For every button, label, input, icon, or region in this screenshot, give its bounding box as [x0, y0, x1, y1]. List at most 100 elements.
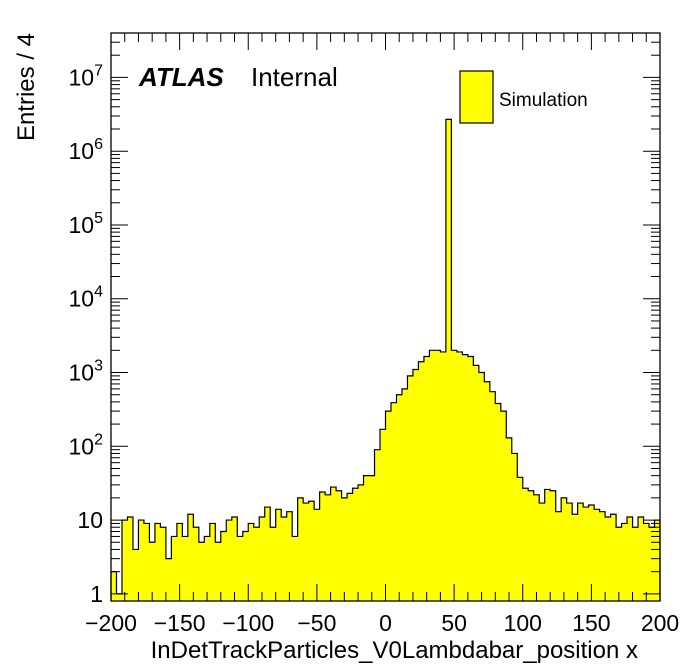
- histogram-outline: [110, 118, 661, 601]
- histogram-bin: [215, 542, 222, 601]
- histogram-bin: [451, 350, 458, 601]
- histogram-bin: [275, 509, 282, 601]
- histogram-bin: [363, 475, 370, 601]
- histogram-bin: [165, 558, 172, 601]
- y-tick-label: 103: [69, 358, 104, 386]
- x-tick-label: −50: [297, 610, 336, 636]
- histogram-bin: [308, 501, 315, 601]
- histogram-bin: [242, 531, 249, 601]
- histogram-bin: [143, 523, 150, 601]
- histogram-bin: [588, 505, 595, 601]
- histogram-bars: [110, 118, 661, 602]
- x-tick-label: −100: [222, 610, 274, 636]
- histogram-bin: [610, 514, 617, 601]
- histogram-bin: [149, 542, 156, 601]
- histogram-bin: [319, 492, 326, 601]
- histogram-bin: [550, 490, 557, 601]
- histogram-bin: [369, 475, 375, 601]
- histogram-bin: [121, 520, 128, 601]
- histogram-bin: [176, 523, 183, 601]
- histogram-bin: [292, 536, 299, 601]
- histogram-bin: [528, 490, 535, 601]
- histogram-bin: [654, 520, 661, 601]
- histogram-bin: [643, 523, 650, 601]
- histogram-bin: [264, 507, 271, 601]
- histogram-bin: [385, 411, 392, 601]
- histogram-bin: [248, 523, 255, 601]
- histogram-bin: [407, 375, 414, 601]
- histogram-bin: [336, 490, 342, 601]
- histogram-bin: [352, 488, 359, 601]
- histogram-bin: [577, 503, 584, 601]
- x-axis-title: InDetTrackParticles_V0Lambdabar_position…: [151, 637, 638, 664]
- x-tick-labels: −200 −150 −100 −50 0 50 100 150 200: [85, 610, 679, 636]
- x-tick-label: 150: [572, 610, 610, 636]
- histogram-bin: [627, 517, 633, 601]
- histogram-bin: [347, 493, 353, 601]
- histogram-bin: [434, 350, 441, 601]
- histogram-bin: [495, 403, 502, 601]
- histogram-bin: [500, 411, 507, 601]
- histogram-bin: [160, 527, 167, 601]
- histogram-bin: [286, 511, 293, 601]
- histogram-bin: [489, 391, 496, 601]
- histogram-bin: [473, 365, 480, 601]
- histogram-bin: [182, 536, 189, 601]
- histogram-bin: [226, 520, 233, 601]
- histogram-bin: [132, 549, 139, 601]
- y-axis-title: Entries / 4: [13, 33, 40, 141]
- histogram-bin: [111, 571, 117, 601]
- histogram-bin: [484, 381, 491, 601]
- histogram-bin: [478, 372, 485, 601]
- histogram-bin: [253, 527, 260, 601]
- legend-swatch: [459, 70, 494, 124]
- legend-label: Simulation: [499, 90, 588, 111]
- x-tick-label: −150: [154, 610, 206, 636]
- histogram-bin: [544, 489, 551, 601]
- histogram-bin: [237, 536, 244, 601]
- histogram-bin: [390, 402, 397, 601]
- x-tick-label: 100: [504, 610, 542, 636]
- histogram-bin: [220, 531, 227, 601]
- y-tick-label: 105: [69, 210, 104, 238]
- histogram-bin: [616, 527, 622, 601]
- histogram-bin: [456, 351, 463, 601]
- histogram-bin: [533, 494, 540, 601]
- histogram-bin: [462, 354, 469, 601]
- x-tick-label: 200: [641, 610, 679, 636]
- histogram-bin: [423, 356, 430, 601]
- histogram-bin: [594, 509, 601, 601]
- histogram-bin: [638, 517, 644, 601]
- histogram-bin: [467, 356, 474, 601]
- histogram-bin: [358, 484, 364, 601]
- histogram-bin: [599, 511, 606, 601]
- histogram-bin: [572, 514, 579, 601]
- y-tick-labels: 1 10 102 103 104 105 106 107: [69, 62, 104, 606]
- histogram-bin: [187, 514, 194, 601]
- histogram-bin: [314, 509, 321, 601]
- histogram-bin: [401, 388, 408, 601]
- histogram-bin: [539, 503, 546, 601]
- histogram-bin: [517, 477, 524, 601]
- histogram-bin: [270, 527, 277, 601]
- histogram-bin: [325, 494, 331, 601]
- histogram-bin: [506, 437, 513, 601]
- histogram-bin: [138, 520, 145, 601]
- atlas-label: ATLAS: [138, 62, 224, 92]
- histogram-bin: [440, 351, 447, 601]
- histogram-bin: [380, 429, 386, 601]
- histogram-bin: [445, 119, 452, 602]
- x-tick-label: −200: [85, 610, 137, 636]
- histogram-bin: [259, 517, 266, 601]
- histogram-bin: [418, 361, 425, 601]
- x-tick-label: 0: [379, 610, 392, 636]
- y-tick-label: 106: [69, 136, 104, 164]
- histogram-bin: [297, 497, 304, 601]
- internal-label: Internal: [251, 62, 338, 92]
- y-tick-label: 104: [69, 284, 104, 312]
- histogram-bin: [396, 394, 403, 601]
- histogram-bin: [621, 523, 628, 601]
- histogram-bin: [127, 517, 134, 601]
- x-tick-label: 50: [441, 610, 467, 636]
